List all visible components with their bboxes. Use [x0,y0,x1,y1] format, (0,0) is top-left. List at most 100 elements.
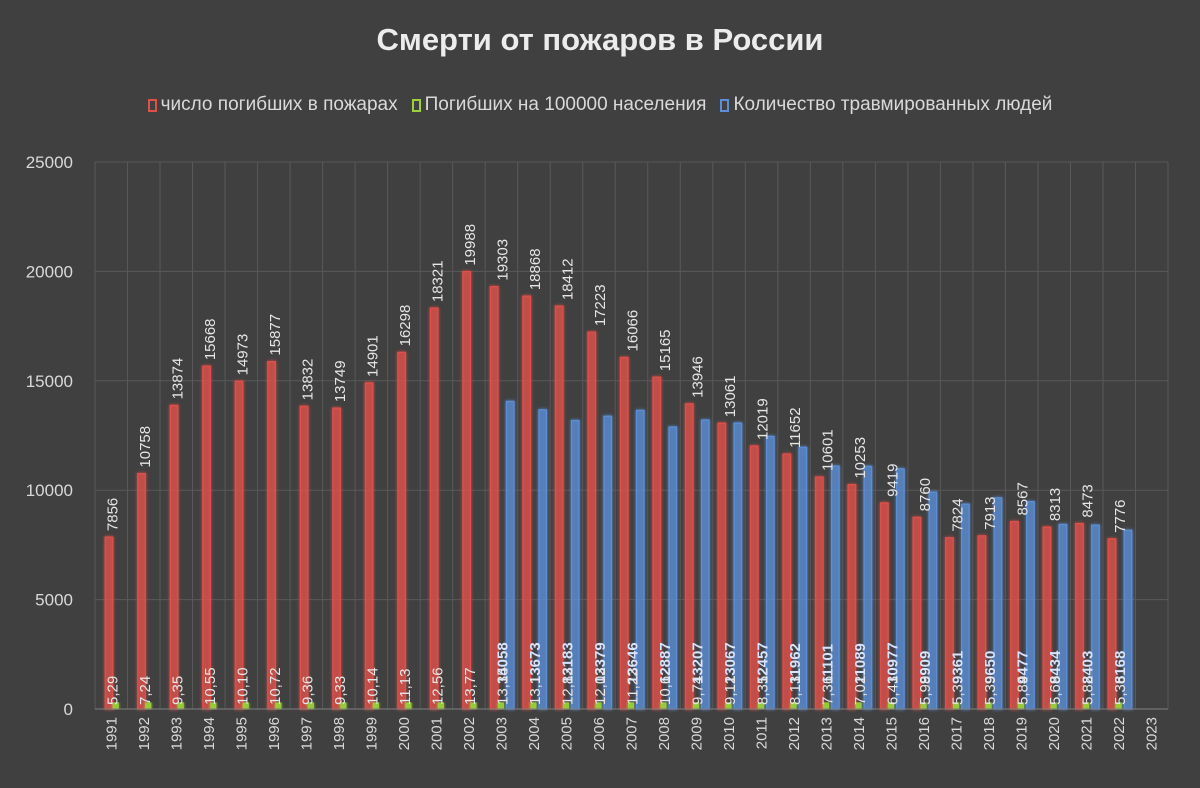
data-label-per-capita: 10,55 [202,667,219,705]
x-tick-label: 2002 [461,717,478,750]
x-tick-label: 2001 [428,717,445,750]
data-label-deaths: 15668 [202,318,219,360]
legend-swatch-per-capita [411,98,421,112]
data-label-per-capita: 12,82 [559,667,576,705]
data-label-deaths: 7776 [1112,499,1129,532]
data-label-injured: 8434 [1047,650,1064,684]
data-label-per-capita: 7,02 [852,676,869,705]
data-label-injured: 13379 [592,642,609,684]
data-label-deaths: 13061 [722,376,739,418]
data-label-deaths: 10758 [137,426,154,468]
data-label-injured: 13207 [690,642,707,684]
x-tick-label: 2015 [884,717,901,750]
data-label-deaths: 11652 [787,407,804,448]
data-label-deaths: 7913 [982,496,999,529]
y-tick-label: 0 [64,700,73,719]
chart-title: Смерти от пожаров в России [376,22,824,57]
data-label-deaths: 8313 [1047,488,1064,521]
data-label-injured: 8168 [1112,651,1129,684]
x-tick-label: 2005 [558,717,575,750]
data-label-deaths: 18412 [559,258,576,300]
x-tick-label: 2016 [916,717,933,750]
y-tick-label: 10000 [26,481,73,500]
y-tick-label: 25000 [26,153,73,172]
data-label-deaths: 15165 [657,329,674,371]
x-tick-label: 2009 [689,717,706,750]
x-tick-label: 2000 [396,717,413,750]
legend-label-injured: Количество травмированных людей [733,94,1053,115]
x-tick-label: 2011 [754,717,771,749]
x-tick-label: 2004 [526,717,543,750]
legend-label-per-capita: Погибших на 100000 населения [424,94,707,115]
data-label-per-capita: 10,72 [267,667,284,705]
data-label-deaths: 10601 [820,429,837,471]
data-label-injured: 9909 [917,651,934,684]
x-tick-label: 1995 [233,717,250,750]
data-label-injured: 9361 [950,651,967,684]
x-tick-label: 1998 [331,717,348,750]
data-label-injured: 13183 [559,642,576,684]
x-tick-label: 2014 [851,717,868,750]
data-label-per-capita: 13,1 [527,676,544,705]
data-label-injured: 13673 [527,642,544,684]
bar-deaths [299,405,309,710]
data-label-injured: 14058 [494,642,511,684]
data-label-injured: 10977 [885,642,902,684]
data-label-injured: 12887 [657,642,674,684]
legend-item-injured: Количество травмированных людей [720,94,1052,116]
data-label-deaths: 19988 [462,224,479,266]
data-label-deaths: 8760 [917,478,934,511]
data-label-injured: 12457 [755,642,772,684]
data-label-injured: 11101 [820,644,837,684]
bar-deaths [397,351,407,710]
data-label-deaths: 14901 [364,335,381,377]
bar-deaths [332,407,342,710]
x-tick-label: 2021 [1079,717,1096,750]
bar-deaths [462,271,472,710]
data-label-per-capita: 5,84 [1015,676,1032,705]
data-label-injured: 9477 [1015,651,1032,684]
x-tick-label: 2006 [591,717,608,750]
x-tick-label: 1994 [201,717,218,750]
data-label-deaths: 15877 [267,314,284,356]
data-label-per-capita: 9,12 [722,676,739,705]
data-label-injured: 13067 [722,642,739,684]
legend: число погибших в пожарах Погибших на 100… [0,94,1200,116]
bar-deaths [234,380,244,710]
data-label-deaths: 16066 [625,310,642,352]
data-label-per-capita: 5,3 [950,684,967,705]
legend-swatch-injured [720,98,730,112]
y-tick-label: 15000 [26,372,73,391]
data-label-deaths: 18868 [527,248,544,290]
x-tick-label: 1991 [103,717,120,750]
legend-label-deaths: число погибших в пожарах [160,94,398,115]
data-label-per-capita: 10,6 [657,676,674,705]
data-label-deaths: 12019 [755,398,772,440]
data-label-per-capita: 5,39 [982,676,999,705]
data-label-per-capita: 5,98 [917,676,934,705]
data-label-deaths: 13749 [332,360,349,402]
data-label-per-capita: 5,82 [1080,676,1097,705]
x-tick-label: 2010 [721,717,738,750]
data-label-per-capita: 11,22 [625,669,642,705]
data-label-per-capita: 13,77 [462,667,479,705]
x-tick-label: 2023 [1144,717,1161,750]
data-label-deaths: 8567 [1015,482,1032,515]
data-label-deaths: 13874 [169,358,186,400]
data-label-deaths: 13946 [690,356,707,398]
data-label-injured: 11089 [852,643,869,684]
data-label-per-capita: 6,43 [885,676,902,705]
bar-deaths [267,360,276,710]
data-label-injured: 11962 [787,643,804,684]
data-label-per-capita: 9,36 [299,676,316,705]
legend-swatch-deaths [147,98,157,112]
data-label-per-capita: 5,69 [1047,676,1064,705]
x-tick-label: 2003 [493,717,510,750]
data-label-per-capita: 8,13 [787,676,804,705]
x-tick-label: 2008 [656,717,673,750]
x-tick-label: 2022 [1111,717,1128,750]
data-label-per-capita: 10,10 [234,667,251,705]
legend-item-deaths: число погибших в пожарах [147,94,398,116]
